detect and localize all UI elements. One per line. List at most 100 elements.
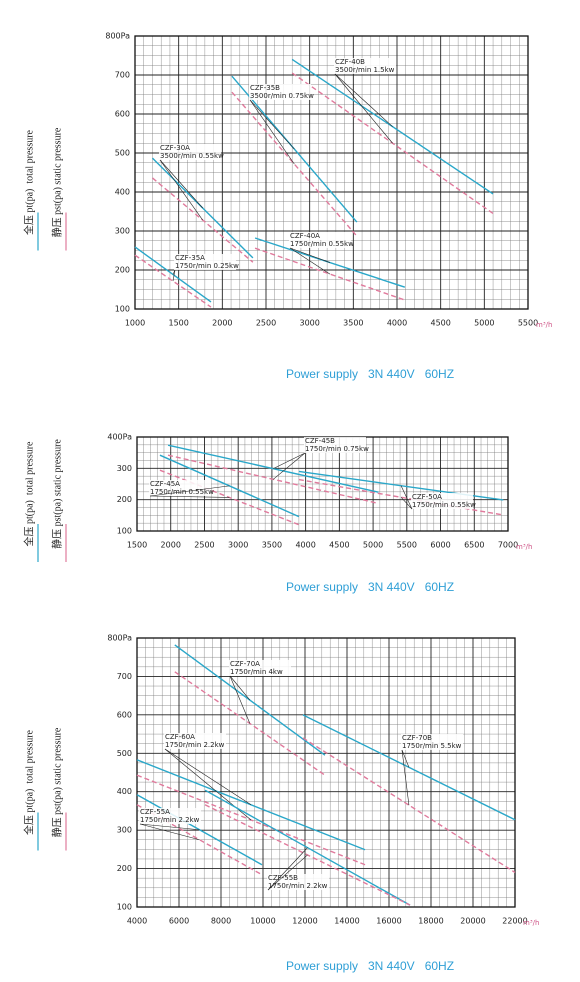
annotation-bg xyxy=(334,58,396,74)
annotation-name: CZF-30A xyxy=(160,144,190,152)
leader-line xyxy=(334,73,393,144)
y-tick-label: 200 xyxy=(115,266,130,275)
annotation-name: CZF-40B xyxy=(335,58,365,66)
x-unit: m³/h xyxy=(523,919,539,927)
leader-line xyxy=(249,99,295,150)
x-tick-label: 2000 xyxy=(161,541,181,550)
leader-line xyxy=(139,823,200,831)
x-tick-label: 2500 xyxy=(194,541,214,550)
leader-line xyxy=(289,247,331,263)
x-tick-label: 5500 xyxy=(518,319,538,328)
legend-label: 全压 pt(pa) total pressure xyxy=(22,129,35,235)
leader-line xyxy=(273,452,306,480)
x-tick-label: 20000 xyxy=(460,917,485,926)
leader-line xyxy=(401,749,410,806)
static-pressure-line xyxy=(152,177,254,263)
x-tick-label: 12000 xyxy=(292,917,317,926)
x-tick-label: 2000 xyxy=(212,319,232,328)
leader-line xyxy=(400,497,413,510)
leader-line xyxy=(289,247,331,275)
annotation-label: 1750r/min 2.2kw xyxy=(165,741,225,749)
x-tick-label: 10000 xyxy=(250,917,275,926)
leader-line xyxy=(149,495,230,498)
y-tick-label: 400Pa xyxy=(107,433,132,442)
annotation-bg xyxy=(229,660,291,676)
leader-line xyxy=(159,159,203,209)
y-tick-label: 700 xyxy=(117,672,132,681)
y-tick-label: 100 xyxy=(117,527,132,536)
annotation-bg xyxy=(249,84,311,100)
x-tick-label: 6500 xyxy=(464,541,484,550)
leader-line xyxy=(229,675,251,701)
leader-line xyxy=(400,485,413,510)
x-tick-label: 6000 xyxy=(430,541,450,550)
y-tick-label: 100 xyxy=(117,903,132,912)
y-tick-label: 100 xyxy=(115,305,130,314)
x-tick-label: 1000 xyxy=(125,319,145,328)
y-tick-label: 300 xyxy=(117,826,132,835)
annotation-name: CZF-60A xyxy=(165,733,195,741)
annotation-label: 1750r/min 0.55kw xyxy=(412,501,476,509)
annotation-label: 1750r/min 2.2kw xyxy=(268,882,328,890)
x-tick-label: 2500 xyxy=(256,319,276,328)
annotation-bg xyxy=(289,232,351,248)
power-supply: Power supply 3N 440V 60HZ xyxy=(286,580,454,594)
x-tick-label: 7000 xyxy=(498,541,518,550)
x-tick-label: 5000 xyxy=(363,541,383,550)
leader-line xyxy=(267,854,308,891)
annotation-name: CZF-70B xyxy=(402,734,432,742)
annotation-name: CZF-70A xyxy=(230,660,260,668)
static-pressure-line xyxy=(136,774,366,866)
x-tick-label: 5000 xyxy=(474,319,494,328)
leader-line xyxy=(249,99,295,165)
annotation-label: 3500r/min 1.5kw xyxy=(335,66,395,74)
leader-line xyxy=(172,269,176,282)
y-tick-label: 600 xyxy=(117,710,132,719)
annotation-label: 1750r/min 0.25kw xyxy=(175,262,239,270)
annotation-label: 1750r/min 2.2kw xyxy=(140,816,200,824)
annotation-label: 3500r/min 0.75kw xyxy=(250,92,314,100)
leader-line xyxy=(334,73,393,127)
total-pressure-line xyxy=(167,444,379,493)
power-supply: Power supply 3N 440V 60HZ xyxy=(286,959,454,973)
y-tick-label: 500 xyxy=(115,149,130,158)
y-tick-label: 300 xyxy=(117,464,132,473)
static-pressure-line xyxy=(134,254,212,308)
x-tick-label: 14000 xyxy=(334,917,359,926)
x-tick-label: 5500 xyxy=(397,541,417,550)
x-tick-label: 8000 xyxy=(211,917,231,926)
y-tick-label: 400 xyxy=(117,787,132,796)
legend-label: 静压 pst(pa) static pressure xyxy=(50,439,63,549)
leader-line xyxy=(401,749,410,768)
static-pressure-line xyxy=(291,72,494,215)
leader-line xyxy=(267,847,308,891)
total-pressure-line xyxy=(136,794,263,866)
leader-line xyxy=(164,748,252,806)
total-pressure-line xyxy=(151,157,254,259)
plot-frame xyxy=(134,35,529,310)
x-tick-label: 4000 xyxy=(295,541,315,550)
x-tick-label: 6000 xyxy=(169,917,189,926)
x-tick-label: 3000 xyxy=(228,541,248,550)
annotation-name: CZF-40A xyxy=(290,232,320,240)
total-pressure-line xyxy=(231,75,358,223)
annotation-bg xyxy=(267,874,329,890)
annotation-name: CZF-55A xyxy=(140,808,170,816)
x-tick-label: 4000 xyxy=(387,319,407,328)
legend-label: 全压 pt(pa) total pressure xyxy=(22,729,35,835)
x-tick-label: 1500 xyxy=(168,319,188,328)
annotation-bg xyxy=(149,480,211,496)
static-pressure-line xyxy=(302,737,516,874)
power-supply: Power supply 3N 440V 60HZ xyxy=(286,367,454,381)
static-pressure-line xyxy=(254,247,406,301)
annotation-bg xyxy=(401,734,463,750)
leader-line xyxy=(159,159,203,221)
y-tick-label: 400 xyxy=(115,188,130,197)
y-tick-label: 300 xyxy=(115,227,130,236)
x-tick-label: 18000 xyxy=(418,917,443,926)
x-tick-label: 16000 xyxy=(376,917,401,926)
leader-line xyxy=(273,452,306,469)
annotation-label: 3500r/min 0.55kw xyxy=(160,152,224,160)
annotation-label: 1750r/min 0.75kw xyxy=(305,445,369,453)
annotation-name: CZF-55B xyxy=(268,874,298,882)
